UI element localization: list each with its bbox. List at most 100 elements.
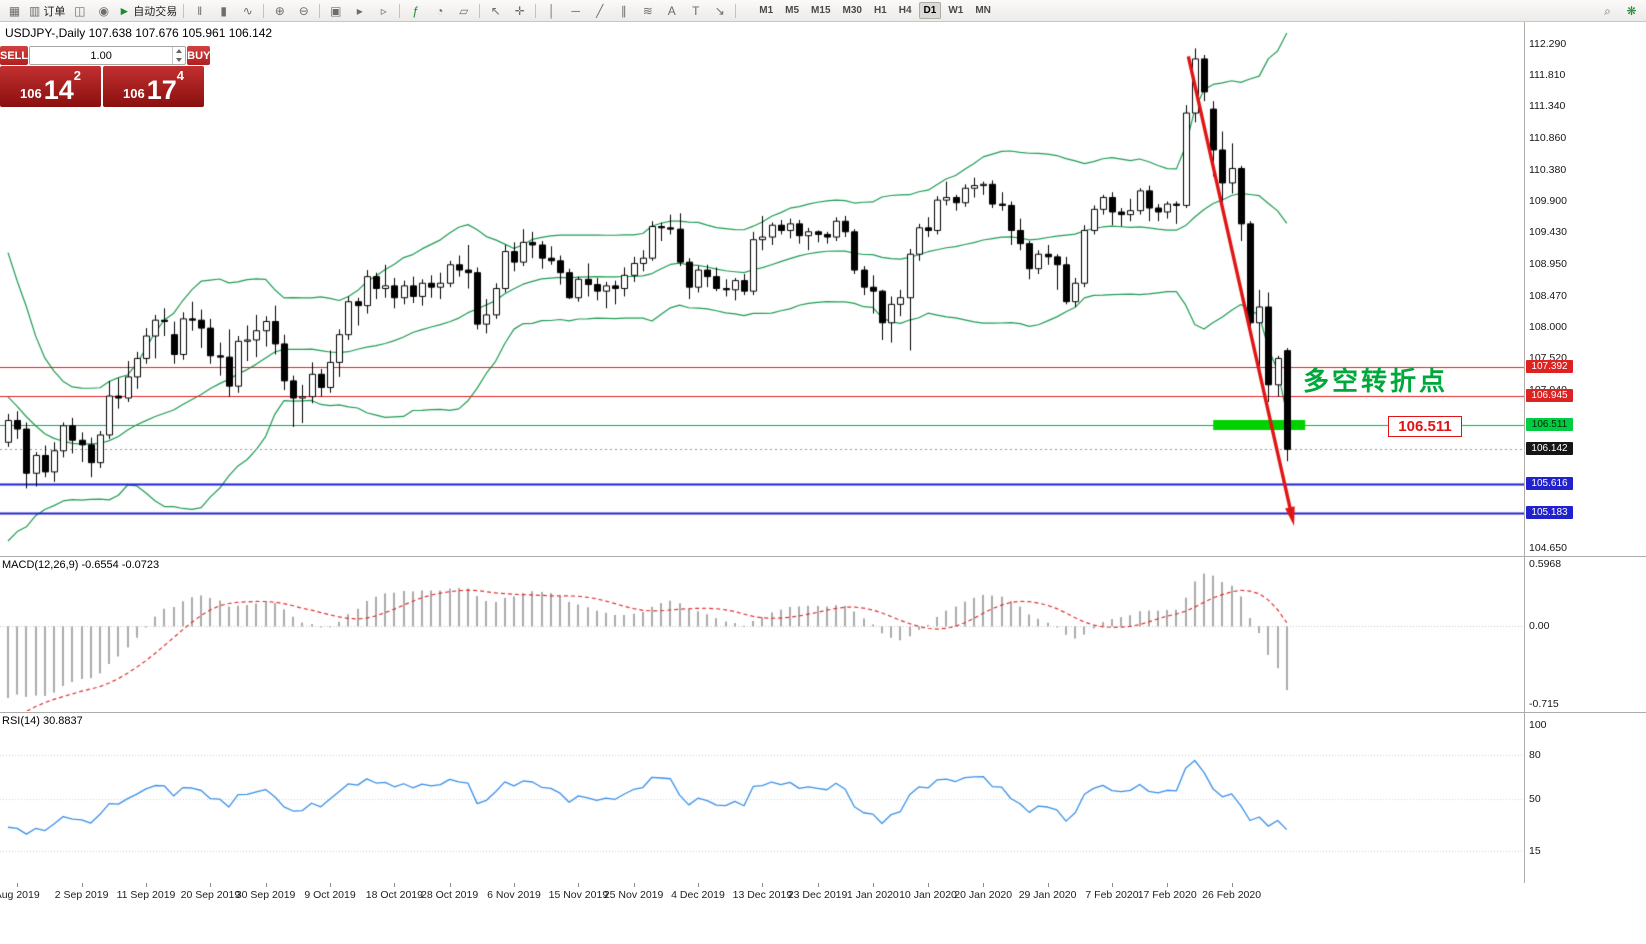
zoom-out-icon: ⊖ xyxy=(298,3,309,18)
templates-icon: ▱ xyxy=(459,3,469,18)
horizontal-line-button[interactable]: ─ xyxy=(564,2,587,20)
timeframe-button-m1[interactable]: M1 xyxy=(759,5,774,16)
buy-price-prefix: 106 xyxy=(123,86,145,101)
indicators-button[interactable]: ƒ xyxy=(404,2,427,20)
tile-windows-button[interactable]: ▣ xyxy=(324,2,347,20)
date-label: 30 Sep 2019 xyxy=(235,889,296,901)
horizontal-line-icon: ─ xyxy=(571,3,580,18)
date-axis-tick xyxy=(146,883,147,887)
community-button[interactable]: ❋ xyxy=(1620,2,1643,20)
fibonacci-button[interactable]: ≋ xyxy=(636,2,659,20)
price-tag-label[interactable]: 106.511 xyxy=(1388,416,1462,437)
timeframe-button-d1[interactable]: D1 xyxy=(918,2,942,19)
chart-shift-button[interactable]: ▹ xyxy=(372,2,395,20)
date-axis-tick xyxy=(514,883,515,887)
sell-price[interactable]: 106 14 2 xyxy=(0,66,101,107)
tile-windows-icon: ▣ xyxy=(330,3,342,18)
fibonacci-icon: ≋ xyxy=(642,3,653,18)
chart-windows-button[interactable]: ◫ xyxy=(68,2,91,20)
arrows-button[interactable]: ↘ xyxy=(708,2,731,20)
rsi-axis-label: 50 xyxy=(1529,793,1541,806)
date-label: 2 Sep 2019 xyxy=(54,889,109,901)
rsi-panel-canvas[interactable] xyxy=(0,713,1524,881)
trendline-button[interactable]: ╱ xyxy=(588,2,611,20)
chart-symbol-title: USDJPY-,Daily 107.638 107.676 105.961 10… xyxy=(5,26,273,40)
buy-price-pip: 4 xyxy=(176,68,184,83)
date-axis-tick xyxy=(983,883,984,887)
sell-button[interactable]: SELL xyxy=(0,46,29,65)
crosshair-button[interactable]: ✛ xyxy=(508,2,531,20)
annotation-text[interactable]: 多空转折点 xyxy=(1303,366,1449,396)
candlestick-chart-icon: ▮ xyxy=(220,3,228,18)
date-axis-tick xyxy=(1048,883,1049,887)
price-axis-tick: 108.000 xyxy=(1529,320,1567,333)
main-chart-canvas[interactable] xyxy=(0,22,1524,556)
date-axis-tick xyxy=(578,883,579,887)
equidistant-channel-button[interactable]: ∥ xyxy=(612,2,635,20)
vertical-line-icon: │ xyxy=(547,3,556,18)
periods-button[interactable]: ◔ xyxy=(428,2,451,20)
date-label: 20 Jan 2020 xyxy=(954,889,1013,901)
community-icon: ❋ xyxy=(1626,3,1637,18)
macd-panel-separator[interactable] xyxy=(0,556,1646,557)
date-axis: Aug 2019 2 Sep 2019 11 Sep 2019 20 Sep 2019… xyxy=(0,883,1646,911)
search-button[interactable]: ⌕ xyxy=(1596,2,1619,20)
date-axis-tick xyxy=(818,883,819,887)
buy-button[interactable]: BUY xyxy=(187,46,211,65)
price-badge-105.183: 105.183 xyxy=(1526,505,1573,519)
text-button[interactable]: A xyxy=(660,2,683,20)
price-badge-107.392: 107.392 xyxy=(1526,359,1573,373)
auto-scroll-button[interactable]: ▸ xyxy=(348,2,371,20)
line-chart-button[interactable]: ∿ xyxy=(236,2,259,20)
bar-chart-button[interactable]: ‖ xyxy=(188,2,211,20)
autotrading-button[interactable]: ► 自动交易 xyxy=(116,2,179,20)
trendline-icon: ╱ xyxy=(596,3,604,18)
down-arrow-icon xyxy=(176,57,183,62)
templates-button[interactable]: ▱ xyxy=(452,2,475,20)
volume-up-button[interactable] xyxy=(173,47,185,56)
auto-scroll-icon: ▸ xyxy=(356,3,363,18)
timeframe-button-h1[interactable]: H1 xyxy=(873,5,887,16)
arrows-icon: ↘ xyxy=(714,3,725,18)
data-window-button[interactable]: ◉ xyxy=(92,2,115,20)
date-label: 29 Jan 2020 xyxy=(1018,889,1077,901)
up-arrow-icon xyxy=(176,49,183,54)
toolbar-separator xyxy=(735,3,737,18)
date-label: 17 Feb 2020 xyxy=(1137,889,1197,901)
timeframe-button-w1[interactable]: W1 xyxy=(948,5,964,16)
volume-input[interactable] xyxy=(30,47,173,64)
timeframe-button-m5[interactable]: M5 xyxy=(785,5,800,16)
macd-panel-canvas[interactable] xyxy=(0,557,1524,711)
date-label: Aug 2019 xyxy=(0,889,40,901)
new-chart-button[interactable]: ▦ xyxy=(3,2,26,20)
price-axis-tick: 112.290 xyxy=(1529,37,1567,50)
new-order-button[interactable]: ▥ 订单 xyxy=(27,2,67,20)
buy-price[interactable]: 106 17 4 xyxy=(103,66,204,107)
price-axis-tick: 109.900 xyxy=(1529,195,1567,208)
sell-price-prefix: 106 xyxy=(20,86,42,101)
text-label-button[interactable]: T xyxy=(684,2,707,20)
timeframe-button-mn[interactable]: MN xyxy=(975,5,991,16)
zoom-in-button[interactable]: ⊕ xyxy=(268,2,291,20)
cursor-button[interactable]: ↖ xyxy=(484,2,507,20)
line-chart-icon: ∿ xyxy=(242,3,253,18)
vertical-line-button[interactable]: │ xyxy=(540,2,563,20)
timeframe-button-m30[interactable]: M30 xyxy=(842,5,862,16)
indicators-icon: ƒ xyxy=(412,3,420,18)
zoom-out-button[interactable]: ⊖ xyxy=(292,2,315,20)
rsi-panel-separator[interactable] xyxy=(0,712,1646,713)
date-label: 26 Feb 2020 xyxy=(1202,889,1262,901)
date-axis-tick xyxy=(1232,883,1233,887)
date-label: 1 Jan 2020 xyxy=(846,889,899,901)
macd-axis-label: 0.00 xyxy=(1529,620,1550,633)
price-axis-tick: 108.470 xyxy=(1529,289,1567,302)
timeframe-button-h4[interactable]: H4 xyxy=(898,5,912,16)
text-icon: A xyxy=(667,3,676,18)
date-axis-tick xyxy=(210,883,211,887)
new-order-button-label: 订单 xyxy=(43,5,66,18)
price-badge-106.511: 106.511 xyxy=(1526,418,1573,431)
volume-down-button[interactable] xyxy=(173,56,185,65)
candlestick-chart-button[interactable]: ▮ xyxy=(212,2,235,20)
timeframe-button-m15[interactable]: M15 xyxy=(811,5,831,16)
